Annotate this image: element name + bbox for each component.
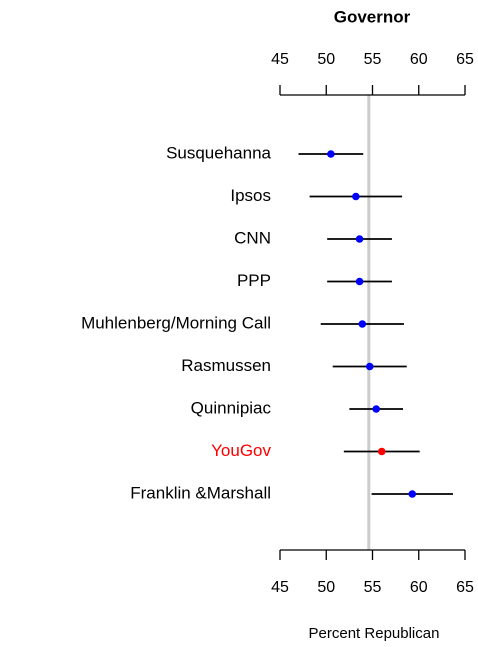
x-tick-label: 45 (271, 51, 289, 68)
x-tick-label: 50 (317, 51, 335, 68)
x-tick-label: 45 (271, 579, 289, 596)
point (365, 362, 374, 371)
point (377, 447, 386, 456)
x-tick-label: 60 (410, 579, 428, 596)
point (355, 235, 364, 243)
point (355, 277, 364, 286)
x-tick-label: 55 (364, 51, 382, 68)
row-label: YouGov (211, 441, 271, 460)
point (372, 405, 381, 413)
row-label: Muhlenberg/Morning Call (81, 313, 271, 332)
chart-title: Governor (334, 7, 411, 26)
x-tick-label: 50 (317, 579, 335, 596)
x-tick-label: 65 (456, 51, 474, 68)
point (352, 192, 360, 201)
point (408, 490, 417, 498)
x-tick-label: 65 (456, 579, 474, 596)
x-tick-label: 55 (364, 579, 382, 596)
row-label: Quinnipiac (191, 398, 272, 417)
x-axis-label: Percent Republican (309, 625, 440, 642)
row-label: PPP (237, 271, 271, 290)
row-label: Ipsos (230, 186, 271, 205)
row-label: Susquehanna (166, 143, 271, 162)
point (358, 320, 367, 328)
x-tick-label: 60 (410, 51, 428, 68)
point (327, 150, 335, 158)
row-label: Rasmussen (181, 356, 271, 375)
row-label: Franklin &Marshall (130, 483, 271, 502)
row-label: CNN (234, 228, 271, 247)
